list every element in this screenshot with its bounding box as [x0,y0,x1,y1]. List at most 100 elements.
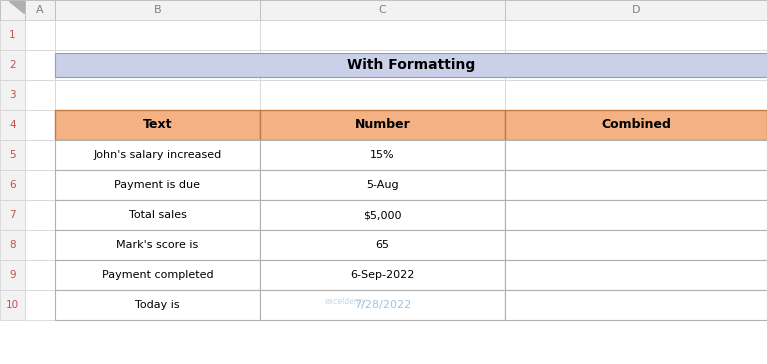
Bar [25,260,55,290]
Bar [260,20,505,50]
Text: 65: 65 [376,240,390,250]
Text: 7/28/2022: 7/28/2022 [354,300,411,310]
Bar [260,260,505,290]
Bar [55,290,260,320]
Bar [505,50,767,80]
Bar [505,290,767,320]
Text: With Formatting: With Formatting [347,58,475,72]
Text: 15%: 15% [370,150,395,160]
Bar [25,290,55,320]
Bar [0,50,25,80]
Text: Payment completed: Payment completed [102,270,213,280]
Polygon shape [8,1,24,13]
Bar [25,140,55,170]
Bar [55,53,767,77]
Bar [260,110,505,140]
Text: 6-Sep-2022: 6-Sep-2022 [351,270,415,280]
Bar [505,230,767,260]
Bar [260,140,505,170]
Bar [505,80,767,110]
Bar [505,290,767,320]
Bar [260,110,505,140]
Bar [25,80,55,110]
Bar [0,140,25,170]
Bar [0,260,25,290]
Bar [25,200,55,230]
Bar [55,260,260,290]
Bar [55,200,260,230]
Text: 9: 9 [9,270,16,280]
Bar [55,110,260,140]
Text: John's salary increased: John's salary increased [94,150,222,160]
Bar [0,0,25,20]
Bar [55,50,260,80]
Bar [0,20,25,50]
Bar [260,140,505,170]
Bar [260,290,505,320]
Bar [260,200,505,230]
Bar [505,110,767,140]
Bar [505,170,767,200]
Bar [55,0,260,20]
Bar [25,20,55,50]
Text: Total sales: Total sales [129,210,186,220]
Text: D: D [632,5,640,15]
Bar [0,290,25,320]
Text: 5-Aug: 5-Aug [366,180,399,190]
Bar [0,110,25,140]
Bar [55,170,260,200]
Bar [55,80,260,110]
Text: exceldemy: exceldemy [324,297,367,305]
Bar [25,170,55,200]
Bar [0,170,25,200]
Text: Number: Number [354,119,410,131]
Text: Text: Text [143,119,173,131]
Bar [505,200,767,230]
Bar [0,230,25,260]
Bar [505,110,767,140]
Text: Payment is due: Payment is due [114,180,200,190]
Bar [25,230,55,260]
Text: 1: 1 [9,30,16,40]
Bar [25,110,55,140]
Text: Combined: Combined [601,119,671,131]
Text: $5,000: $5,000 [364,210,402,220]
Text: 2: 2 [9,60,16,70]
Bar [260,260,505,290]
Bar [505,140,767,170]
Bar [260,200,505,230]
Bar [55,110,260,140]
Text: C: C [379,5,387,15]
Bar [505,0,767,20]
Bar [25,0,55,20]
Bar [55,20,260,50]
Text: A: A [36,5,44,15]
Bar [0,200,25,230]
Bar [505,20,767,50]
Bar [260,50,505,80]
Bar [260,230,505,260]
Bar [505,200,767,230]
Bar [25,50,55,80]
Bar [260,290,505,320]
Bar [505,260,767,290]
Bar [260,0,505,20]
Bar [260,230,505,260]
Bar [260,170,505,200]
Bar [55,290,260,320]
Bar [0,80,25,110]
Bar [55,200,260,230]
Text: 7: 7 [9,210,16,220]
Bar [55,260,260,290]
Text: 3: 3 [9,90,16,100]
Text: 5: 5 [9,150,16,160]
Text: 4: 4 [9,120,16,130]
Text: Mark's score is: Mark's score is [117,240,199,250]
Bar [260,170,505,200]
Bar [260,80,505,110]
Bar [55,140,260,170]
Text: 8: 8 [9,240,16,250]
Text: 10: 10 [6,300,19,310]
Text: 6: 6 [9,180,16,190]
Bar [505,140,767,170]
